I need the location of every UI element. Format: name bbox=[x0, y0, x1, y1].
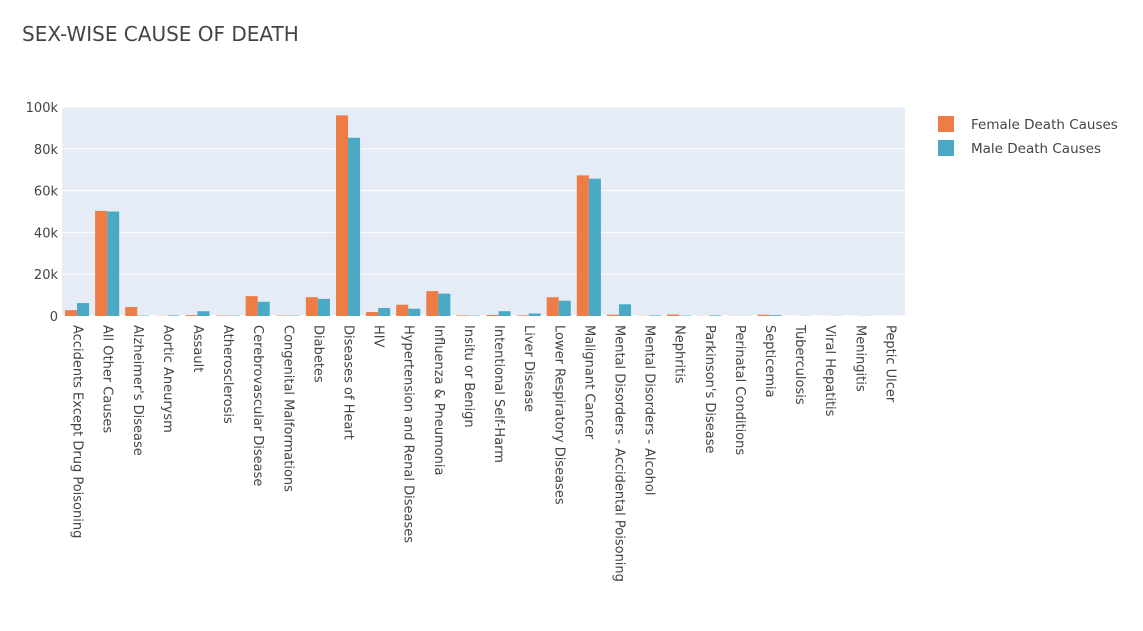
x-tick-label: Mental Disorders - Accidental Poisoning bbox=[611, 325, 626, 582]
legend-item[interactable]: Male Death Causes bbox=[938, 140, 1101, 157]
x-tick-label: Nephritis bbox=[672, 325, 687, 384]
bar[interactable] bbox=[486, 314, 499, 316]
bar[interactable] bbox=[185, 315, 198, 316]
plot-background bbox=[62, 107, 905, 316]
legend-swatch bbox=[938, 140, 954, 156]
x-tick-label: Liver Disease bbox=[521, 325, 536, 412]
bar[interactable] bbox=[257, 301, 270, 316]
bar[interactable] bbox=[107, 211, 120, 317]
x-tick-label: HIV bbox=[371, 325, 386, 348]
x-tick-label: Tuberculosis bbox=[792, 324, 807, 405]
x-tick-label: Parkinson's Disease bbox=[702, 325, 717, 454]
bar[interactable] bbox=[125, 307, 138, 316]
bar[interactable] bbox=[516, 315, 529, 316]
x-tick-label: Viral Hepatitis bbox=[822, 325, 837, 417]
x-tick-label: Meningitis bbox=[852, 325, 867, 392]
chart-title: SEX-WISE CAUSE OF DEATH bbox=[22, 22, 299, 46]
x-tick-label: Cerebrovascular Disease bbox=[250, 325, 265, 486]
x-tick-label: Alzheimer's Disease bbox=[130, 325, 145, 456]
x-tick-label: Diabetes bbox=[310, 325, 325, 383]
legend-label: Male Death Causes bbox=[971, 141, 1101, 157]
x-tick-label: Accidents Except Drug Poisoning bbox=[70, 325, 85, 538]
bar[interactable] bbox=[606, 314, 619, 316]
x-tick-label: Intentional Self-Harm bbox=[491, 325, 506, 463]
bar[interactable] bbox=[408, 308, 421, 316]
x-tick-label: Mental Disorders - Alcohol bbox=[642, 325, 657, 495]
bar[interactable] bbox=[456, 315, 469, 316]
x-tick-label: Atherosclerosis bbox=[220, 325, 235, 424]
x-tick-label: Congenital Malformations bbox=[280, 325, 295, 492]
x-tick-label: All Other Causes bbox=[100, 325, 115, 433]
x-tick-label: Aortic Aneurysm bbox=[160, 325, 175, 433]
x-tick-label: Assault bbox=[190, 325, 205, 372]
bar[interactable] bbox=[498, 311, 511, 316]
legend-item[interactable]: Female Death Causes bbox=[938, 116, 1118, 133]
x-tick-label: Perinatal Conditions bbox=[732, 325, 747, 455]
y-tick-label: 0 bbox=[50, 310, 58, 325]
bar[interactable] bbox=[757, 314, 770, 316]
bar[interactable] bbox=[197, 311, 210, 316]
x-axis-ticks: Accidents Except Drug Poisoning All Other… bbox=[70, 324, 898, 582]
bar[interactable] bbox=[305, 297, 318, 316]
legend-label: Female Death Causes bbox=[971, 117, 1118, 133]
bar[interactable] bbox=[588, 178, 601, 316]
bars bbox=[65, 115, 902, 316]
bar[interactable] bbox=[317, 298, 330, 316]
bar[interactable] bbox=[366, 312, 379, 316]
bar[interactable] bbox=[378, 308, 391, 316]
bar[interactable] bbox=[426, 291, 439, 316]
x-tick-label: Diseases of Heart bbox=[341, 325, 356, 440]
bar[interactable] bbox=[348, 137, 361, 316]
bar[interactable] bbox=[528, 313, 541, 316]
bar[interactable] bbox=[709, 315, 722, 316]
bar[interactable] bbox=[77, 303, 90, 316]
x-tick-label: Lower Respiratory Diseases bbox=[551, 325, 566, 505]
x-tick-label: Influenza & Pneumonia bbox=[431, 325, 446, 475]
bar[interactable] bbox=[769, 315, 782, 316]
x-tick-label: Hypertension and Renal Diseases bbox=[401, 325, 416, 543]
x-tick-label: Septicemia bbox=[762, 325, 777, 398]
bar[interactable] bbox=[618, 304, 632, 316]
y-tick-label: 20k bbox=[34, 268, 59, 283]
bar[interactable] bbox=[576, 175, 589, 316]
x-tick-label: Peptic Ulcer bbox=[882, 325, 897, 403]
bar[interactable] bbox=[65, 310, 78, 316]
bar[interactable] bbox=[245, 296, 258, 316]
bar[interactable] bbox=[667, 314, 680, 316]
bar[interactable] bbox=[95, 210, 108, 316]
x-tick-label: Malignant Cancer bbox=[581, 325, 596, 440]
bar[interactable] bbox=[335, 115, 349, 316]
legend[interactable]: Female Death Causes Male Death Causes bbox=[938, 116, 1118, 157]
bar[interactable] bbox=[649, 315, 662, 316]
x-tick-label: Insitu or Benign bbox=[461, 325, 476, 428]
bar[interactable] bbox=[558, 300, 571, 316]
bar[interactable] bbox=[167, 315, 180, 316]
y-tick-label: 40k bbox=[34, 226, 59, 241]
y-tick-label: 100k bbox=[26, 101, 59, 116]
bar[interactable] bbox=[396, 304, 409, 316]
y-tick-label: 80k bbox=[34, 143, 59, 158]
y-tick-label: 60k bbox=[34, 185, 59, 200]
bar[interactable] bbox=[438, 293, 451, 316]
legend-swatch bbox=[938, 116, 954, 132]
bar[interactable] bbox=[546, 297, 559, 316]
y-axis-ticks: 0 20k 40k 60k 80k 100k bbox=[26, 101, 59, 325]
